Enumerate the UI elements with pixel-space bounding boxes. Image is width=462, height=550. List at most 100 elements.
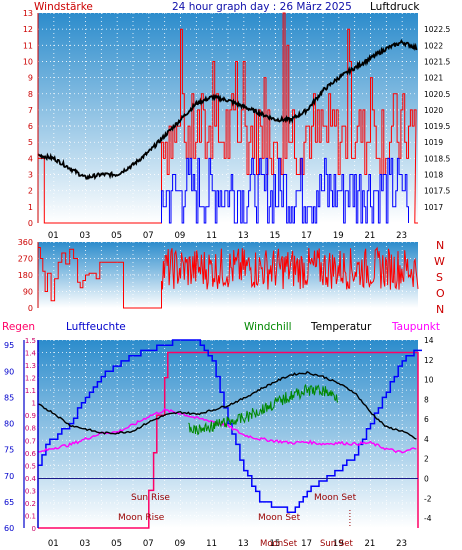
rain-tick-label: 1.4 [25, 350, 37, 358]
x-tick-label: 15 [270, 231, 281, 241]
pressure-tick-label: 1018 [424, 171, 443, 180]
humidity-tick-label: 75 [4, 446, 14, 455]
sun-set-axis-label: Sun Set [320, 539, 353, 549]
temp-tick-label: 2 [424, 455, 429, 464]
temp-tick-label: 10 [424, 376, 434, 385]
humidity-tick-label: 90 [4, 367, 14, 376]
humidity-tick-label: 70 [4, 472, 14, 481]
x-tick-label: 03 [80, 231, 91, 241]
wind-tick-label: 2 [28, 187, 33, 196]
x-tick-label: 23 [396, 539, 407, 549]
rain-tick-label: 1.5 [25, 337, 36, 345]
x-tick-label: 13 [238, 539, 249, 549]
direction-line [38, 246, 419, 309]
rain-tick-label: 0.9 [25, 412, 36, 420]
wind-tick-label: 10 [23, 57, 33, 66]
x-tick-label: 07 [143, 231, 154, 241]
x-tick-label: 17 [301, 231, 312, 241]
rain-tick-label: 0.8 [25, 425, 36, 433]
wind-tick-label: 7 [28, 106, 33, 115]
rain-tick-label: 0 [32, 525, 36, 533]
x-tick-label: 07 [143, 539, 154, 549]
x-tick-label: 05 [111, 231, 122, 241]
rain-tick-label: 0.5 [25, 462, 36, 470]
temp-tick-label: 4 [424, 435, 429, 444]
x-tick-label: 11 [206, 231, 217, 241]
humidity-tick-label: 80 [4, 420, 14, 429]
windchill-line [188, 383, 339, 436]
pressure-tick-label: 1019 [424, 138, 443, 147]
temp-tick-label: 0 [424, 475, 429, 484]
wind-bars [38, 12, 418, 224]
temp-tick-label: -2 [424, 494, 432, 503]
chart-title: 24 hour graph day : 26 März 2025 [172, 1, 352, 13]
wind-tick-label: 13 [23, 9, 33, 18]
x-tick-label: 01 [48, 231, 59, 241]
gust-series [38, 12, 418, 224]
compass-w: W [434, 255, 445, 268]
humidity-tick-label: 95 [4, 341, 14, 350]
temp-tick-label: -4 [424, 514, 432, 523]
pressure-tick-label: 1018.5 [424, 154, 450, 163]
temp-tick-label: 14 [424, 336, 434, 345]
moon-set-axis-label: MoonSet [260, 539, 298, 549]
x-tick-label: 05 [111, 539, 122, 549]
rain-tick-label: 0.7 [25, 437, 36, 445]
rain-tick-label: 0.6 [25, 450, 37, 458]
x-tick-label: 01 [48, 539, 59, 549]
moon-set-label-1: Moon Set [258, 513, 301, 523]
panel2-axes: 0 90 180 270 360 [18, 238, 39, 313]
wind-tick-label: 3 [28, 171, 33, 180]
pressure-line-path [37, 39, 418, 181]
pressure-tick-label: 1021.5 [424, 57, 450, 66]
rain-tick-label: 0.4 [25, 475, 37, 483]
wind-tick-label: 11 [23, 41, 33, 50]
x-tick-label: 19 [333, 539, 344, 549]
windchill-legend: Windchill [244, 321, 292, 333]
rain-tick-label: 1.2 [25, 375, 36, 383]
rain-axis-title: Regen [2, 321, 35, 333]
x-tick-label: 13 [238, 231, 249, 241]
humidity-tick-label: 65 [4, 498, 14, 507]
pressure-tick-label: 1022 [424, 41, 443, 50]
humidity-axis-title: Luftfeuchte [66, 321, 126, 333]
wind-tick-label: 6 [28, 122, 33, 131]
panel3-grid [38, 339, 418, 529]
climate-series [37, 339, 422, 529]
wind-tick-label: 1 [28, 203, 33, 212]
x-tick-label: 09 [175, 539, 186, 549]
wind-axis-title: Windstärke [34, 1, 93, 13]
pressure-line [37, 39, 418, 181]
rain-tick-label: 1.1 [25, 387, 36, 395]
pressure-tick-label: 1020.5 [424, 90, 450, 99]
pressure-tick-label: 1021 [424, 74, 443, 83]
x-tick-label: 19 [333, 231, 344, 241]
x-tick-label: 09 [175, 231, 186, 241]
x-tick-label: 11 [206, 539, 217, 549]
temperature-legend: Temperatur [310, 321, 372, 333]
rain-tick-label: 1 [32, 400, 36, 408]
pressure-tick-label: 1020 [424, 106, 443, 115]
x-tick-label: 23 [396, 231, 407, 241]
dewpoint-legend: Taupunkt [391, 321, 440, 333]
compass-labels: N W S O N [434, 239, 445, 316]
compass-n-top: N [436, 239, 444, 252]
pressure-axis-title: Luftdruck [370, 1, 420, 13]
x-tick-label: 03 [80, 539, 91, 549]
wind-tick-label: 5 [28, 138, 33, 147]
wind-direction-series [38, 246, 419, 309]
compass-s: S [436, 271, 443, 284]
sun-rise-label: Sun Rise [131, 493, 170, 503]
x-tick-label: 17 [301, 539, 312, 549]
direction-tick-label: 0 [28, 304, 33, 313]
rain-line [38, 351, 419, 529]
humidity-line [38, 339, 422, 514]
x-tick-label: 15 [270, 539, 281, 549]
x-tick-label: 21 [365, 231, 376, 241]
temp-tick-label: 6 [424, 415, 429, 424]
wind-tick-label: 4 [28, 154, 33, 163]
moon-rise-label: Moon Rise [118, 513, 165, 523]
temp-tick-label: 12 [424, 356, 434, 365]
temperature-line [37, 371, 417, 440]
